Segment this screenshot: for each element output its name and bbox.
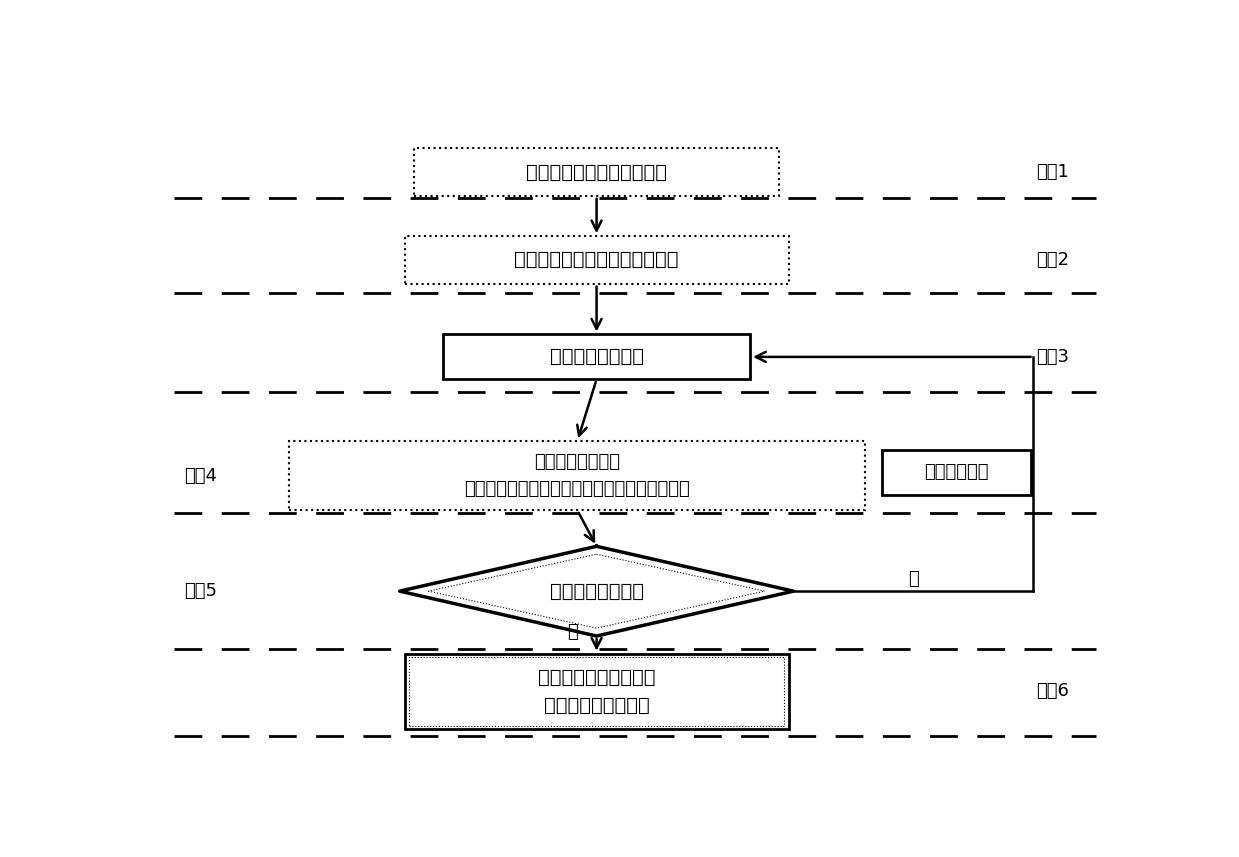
Text: 求解协同优化模型
得到该系统运行状态下的调度计划和经济性指标: 求解协同优化模型 得到该系统运行状态下的调度计划和经济性指标 xyxy=(465,453,690,498)
Polygon shape xyxy=(400,546,793,636)
Text: 是: 是 xyxy=(567,622,577,640)
Text: 输出系统调度决策方案
库和经济性指标期望: 输出系统调度决策方案 库和经济性指标期望 xyxy=(538,668,655,715)
Text: 步骤3: 步骤3 xyxy=(1036,348,1069,366)
Bar xyxy=(409,656,784,726)
Bar xyxy=(882,450,1031,494)
Bar xyxy=(414,148,779,196)
Bar xyxy=(404,237,789,284)
Bar xyxy=(444,334,751,380)
Text: 步骤4: 步骤4 xyxy=(185,467,218,485)
Bar xyxy=(404,654,789,729)
Text: 是否满足收敛条件: 是否满足收敛条件 xyxy=(550,582,643,601)
Text: 输变电设备增容过程经济性量化: 输变电设备增容过程经济性量化 xyxy=(514,250,679,269)
Text: 步骤6: 步骤6 xyxy=(1036,682,1069,700)
Text: 否: 否 xyxy=(908,570,919,588)
Text: 步骤2: 步骤2 xyxy=(1036,251,1069,269)
Text: 步骤5: 步骤5 xyxy=(185,582,218,600)
Text: 输变电设备增容负载率约束: 输变电设备增容负载率约束 xyxy=(527,163,667,182)
Text: 蒙特卡洛循环: 蒙特卡洛循环 xyxy=(924,464,989,482)
Text: 步骤1: 步骤1 xyxy=(1036,163,1069,181)
Text: 采样系统运行状态: 采样系统运行状态 xyxy=(550,347,643,367)
Bar xyxy=(290,441,866,510)
